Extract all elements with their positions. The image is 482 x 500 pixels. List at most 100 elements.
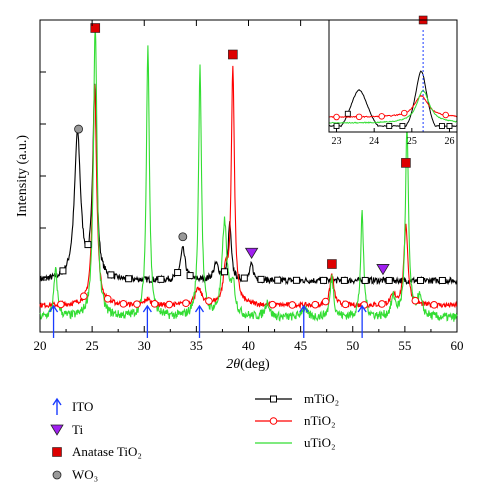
legend-line-label: nTiO₂ (304, 413, 336, 428)
series-marker (174, 269, 182, 277)
inset-series-marker (442, 111, 449, 119)
x-tick-label: 45 (294, 338, 307, 353)
x-tick-label: 30 (138, 338, 151, 353)
series-marker (274, 276, 282, 284)
legend-symbol-wo3 (52, 470, 62, 480)
inset-x-tick-label: 25 (407, 136, 417, 147)
series-marker (378, 300, 386, 308)
x-tick-label: 35 (190, 338, 203, 353)
x-axis-unit: (deg) (240, 357, 270, 372)
series-marker (150, 300, 159, 308)
inset-x-tick-label: 24 (369, 136, 379, 147)
series-marker (411, 296, 420, 305)
series-line-2 (39, 26, 458, 322)
legend-symbol-ti (50, 424, 64, 436)
series-marker (268, 300, 277, 309)
x-tick-label: 55 (398, 338, 411, 353)
anatase-marker (401, 158, 411, 168)
legend-line-marker (269, 417, 278, 425)
series-marker (430, 301, 438, 309)
series-marker (157, 275, 165, 283)
series-marker (320, 276, 328, 284)
ito-arrow-head (357, 304, 367, 313)
series-marker (288, 301, 297, 309)
phase-annotations (49, 23, 411, 338)
legend-line-label: mTiO₂ (304, 391, 339, 406)
inset-x-tick-label: 23 (332, 136, 342, 147)
series-marker (341, 300, 350, 309)
series-marker (417, 276, 425, 284)
anatase-marker (228, 49, 238, 60)
series-marker (165, 300, 174, 309)
legend-line-marker (270, 395, 277, 403)
inset-series-marker (355, 113, 363, 121)
series-marker (103, 294, 112, 303)
series-marker (340, 276, 348, 284)
legend-symbol-label: ITO (72, 399, 93, 414)
wo3-marker (178, 232, 188, 242)
series-marker (84, 241, 92, 249)
inset-x-tick-label: 26 (444, 136, 454, 147)
inset-series-marker (401, 109, 408, 117)
anatase-marker (327, 259, 337, 269)
x-tick-label: 60 (451, 338, 464, 353)
series-marker (186, 272, 194, 280)
series-marker (240, 274, 248, 282)
series-marker (133, 300, 141, 308)
series-marker (57, 300, 65, 309)
ti-marker (244, 247, 259, 260)
x-axis-label: 2θ(deg) (226, 357, 270, 372)
inset-series-line-1 (328, 94, 458, 119)
x-tick-label: 40 (242, 338, 255, 353)
legend: ITO Ti Anatase TiO₂ WO₃ mTiO₂ nTiO₂ uTiO₂ (50, 391, 339, 482)
inset-series-marker (446, 123, 453, 129)
series-marker (107, 271, 115, 279)
inset-chart: 23 24 25 26 (328, 15, 458, 147)
series-marker (361, 276, 369, 284)
ti-marker (376, 264, 390, 276)
inset-series-line-0 (328, 70, 458, 128)
legend-anatase-square (52, 447, 62, 457)
legend-ti-triangle (50, 424, 64, 436)
inset-frame (328, 19, 458, 133)
inset-series-marker (333, 123, 340, 129)
anatase-marker (90, 23, 101, 33)
series-marker (59, 267, 67, 275)
ito-arrow-head (194, 304, 205, 313)
x-tick-label: 20 (34, 338, 47, 353)
series-marker (119, 300, 128, 308)
series-marker (221, 268, 229, 276)
series-marker (205, 297, 213, 305)
inset-series-marker (399, 123, 406, 129)
series-marker (438, 276, 446, 284)
inset-series-line-2 (328, 89, 458, 124)
x-tick-label: 50 (346, 338, 359, 353)
series-marker (311, 300, 320, 309)
legend-symbol-label: Anatase TiO₂ (72, 444, 142, 459)
legend-symbol-ito (52, 397, 62, 415)
ito-arrow-head (299, 304, 309, 313)
legend-symbol-label: WO₃ (72, 467, 98, 482)
ito-arrow-head (49, 304, 59, 313)
inset-series-marker (438, 123, 445, 129)
series-marker (125, 275, 133, 283)
legend-symbol-anatase (52, 447, 62, 457)
series-marker (79, 292, 88, 301)
inset-series-marker (344, 110, 351, 117)
inset-series-marker (386, 123, 393, 129)
y-axis-label: Intensity (a.u.) (15, 135, 30, 217)
ito-arrow-head (142, 304, 152, 313)
wo3-marker (74, 124, 83, 134)
series-marker (292, 276, 300, 284)
legend-ito-arrowhead (52, 397, 62, 406)
series-marker (385, 276, 393, 284)
axes: 20 25 30 35 40 45 50 55 60 (34, 20, 464, 353)
legend-symbol-label: Ti (72, 422, 83, 437)
x-tick-label: 25 (86, 338, 99, 353)
series-marker (321, 297, 330, 306)
legend-line-label: uTiO₂ (304, 435, 336, 450)
legend-wo3-circle (52, 470, 62, 480)
inset-series-marker (378, 113, 385, 120)
series-marker (257, 275, 265, 283)
